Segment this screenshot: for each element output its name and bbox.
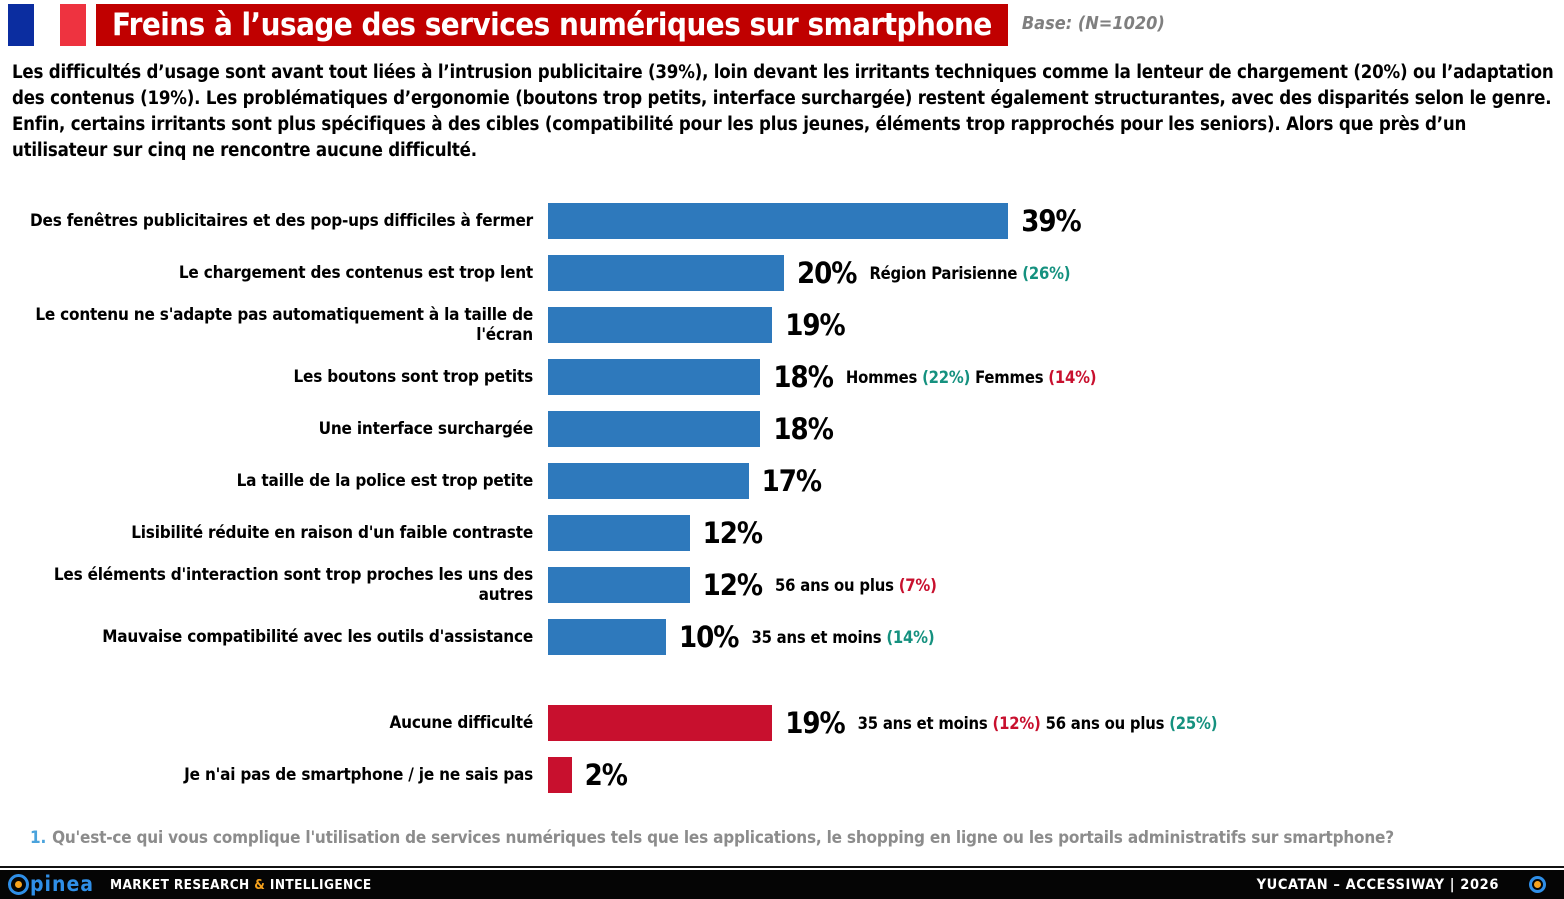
bar-annotation: Région Parisienne (26%): [869, 263, 1071, 283]
bar-label: Je n'ai pas de smartphone / je ne sais p…: [184, 765, 533, 785]
footer-bar: pinea MARKET RESEARCH & INTELLIGENCE YUC…: [0, 870, 1564, 899]
bar: [548, 307, 773, 343]
bar: [548, 463, 749, 499]
opinea-o-icon: [8, 874, 29, 895]
bar-row: Lisibilité réduite en raison d'un faible…: [0, 515, 1564, 551]
bar-label: Aucune difficulté: [389, 713, 534, 733]
bar-value: 19%: [785, 706, 845, 740]
bar-label: Les éléments d'interaction sont trop pro…: [53, 565, 533, 605]
footer-tagline: MARKET RESEARCH & INTELLIGENCE: [110, 877, 372, 893]
opinea-o-dot-icon: [15, 881, 22, 888]
intro-text: Les difficultés d’usage sont avant tout …: [12, 62, 1554, 161]
bar-row: Le chargement des contenus est trop lent…: [0, 255, 1564, 291]
footnote-number: 1.: [30, 828, 47, 848]
bar: [548, 411, 761, 447]
bar-annotation: 35 ans et moins (14%): [751, 627, 935, 647]
bar-value: 12%: [702, 516, 763, 550]
base-label: Base: (N=1020): [1021, 13, 1165, 34]
tagline-right: INTELLIGENCE: [269, 876, 372, 893]
france-flag-icon: [8, 4, 86, 46]
bar-label: Lisibilité réduite en raison d'un faible…: [131, 523, 533, 543]
bar-value: 18%: [773, 360, 833, 394]
bar-row: Le contenu ne s'adapte pas automatiqueme…: [0, 305, 1564, 345]
bar-row: La taille de la police est trop petite 17…: [0, 463, 1564, 499]
bar-annotation: 35 ans et moins (12%) 56 ans ou plus (25…: [857, 713, 1218, 733]
bar-row: Des fenêtres publicitaires et des pop-up…: [0, 203, 1564, 239]
bar-label: Les boutons sont trop petits: [293, 367, 533, 387]
slide-header: Freins à l’usage des services numériques…: [8, 4, 1556, 46]
opinea-logo: pinea: [8, 874, 94, 895]
bar: [548, 255, 784, 291]
bar-value: 10%: [679, 620, 739, 654]
page-title: Freins à l’usage des services numériques…: [96, 4, 1008, 46]
bar: [548, 203, 1009, 239]
target-dot-icon: [1534, 881, 1541, 888]
bar-label: La taille de la police est trop petite: [236, 471, 534, 491]
bar: [548, 359, 761, 395]
bar-annotation: Hommes (22%) Femmes (14%): [845, 367, 1097, 387]
bar-label: Mauvaise compatibilité avec les outils d…: [102, 627, 533, 647]
bar-row: Les éléments d'interaction sont trop pro…: [0, 565, 1564, 605]
footnote-text: Qu'est-ce qui vous complique l'utilisati…: [52, 828, 1394, 848]
bar-value: 19%: [785, 308, 845, 342]
bar: [548, 515, 690, 551]
flag-white-stripe: [34, 4, 60, 46]
bar-label: Le contenu ne s'adapte pas automatiqueme…: [35, 305, 533, 345]
footnote: 1. Qu'est-ce qui vous complique l'utilisa…: [30, 828, 1394, 848]
bar-label: Des fenêtres publicitaires et des pop-up…: [30, 211, 533, 231]
opinea-logo-text: pinea: [30, 872, 95, 896]
bar-row: Une interface surchargée 18%: [0, 411, 1564, 447]
flag-blue-stripe: [8, 4, 34, 46]
bar: [548, 705, 773, 741]
bar-label: Le chargement des contenus est trop lent: [178, 263, 533, 283]
bar-annotation: 56 ans ou plus (7%): [775, 575, 937, 595]
footer-right: YUCATAN – ACCESSIWAY | 2026: [1257, 876, 1546, 893]
bar-row: Les boutons sont trop petits 18% Hommes (2…: [0, 359, 1564, 395]
footer-divider: [0, 866, 1564, 868]
bar-value: 17%: [761, 464, 822, 498]
tagline-left: MARKET RESEARCH: [110, 876, 250, 893]
bar-value: 20%: [797, 256, 857, 290]
bar: [548, 619, 666, 655]
bar-chart: Des fenêtres publicitaires et des pop-up…: [0, 203, 1564, 809]
bar-row: Mauvaise compatibilité avec les outils d…: [0, 619, 1564, 655]
bar-row: Aucune difficulté 19% 35 ans et moins (12%…: [0, 705, 1564, 741]
target-icon: [1529, 876, 1546, 893]
bar-value: 2%: [584, 758, 628, 792]
bar-value: 39%: [1021, 204, 1081, 238]
bar-row: Je n'ai pas de smartphone / je ne sais p…: [0, 757, 1564, 793]
bar: [548, 567, 690, 603]
bar-value: 12%: [702, 568, 763, 602]
bar-label: Une interface surchargée: [318, 419, 534, 439]
tagline-ampersand: &: [254, 876, 266, 893]
bar: [548, 757, 572, 793]
flag-red-stripe: [60, 4, 86, 46]
footer-credit: YUCATAN – ACCESSIWAY | 2026: [1256, 876, 1499, 893]
bar-value: 18%: [773, 412, 833, 446]
